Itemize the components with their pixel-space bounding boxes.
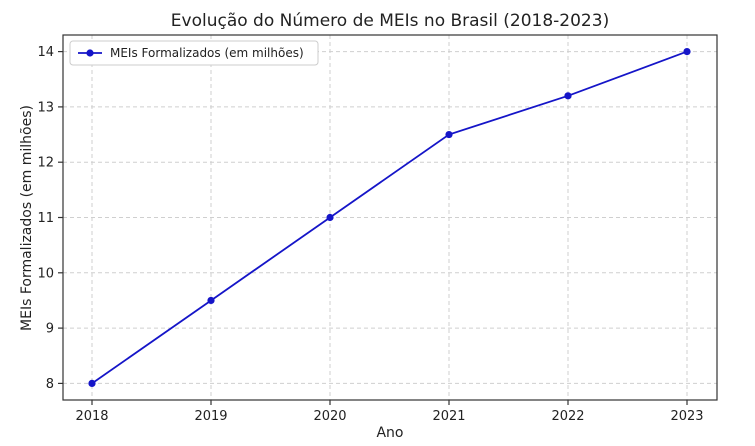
y-tick-label: 9 <box>46 322 54 337</box>
y-tick-label: 14 <box>37 45 54 60</box>
x-axis: 2018 2019 2020 2021 2022 2023 <box>75 400 704 424</box>
x-tick-label: 2018 <box>75 409 108 424</box>
legend-box <box>69 40 319 66</box>
x-tick-label: 2022 <box>551 409 584 424</box>
x-tick-label: 2019 <box>194 409 227 424</box>
y-tick-label: 8 <box>46 377 54 392</box>
y-tick-label: 10 <box>37 266 54 281</box>
x-tick-label: 2023 <box>670 409 703 424</box>
legend-entry: MEIs Formalizados (em milhões) <box>110 46 304 60</box>
data-point <box>564 92 572 100</box>
x-tick-label: 2020 <box>313 409 346 424</box>
y-axis-label: MEIs Formalizados (em milhões) <box>19 105 35 331</box>
x-axis-label: Ano <box>376 425 403 441</box>
y-axis: 8 9 10 11 12 13 14 <box>37 45 63 392</box>
data-point <box>326 213 334 222</box>
grid <box>63 35 717 400</box>
series-layer <box>88 47 691 388</box>
data-point <box>683 47 691 56</box>
legend-marker <box>86 49 94 57</box>
data-point <box>207 296 215 305</box>
chart-title: Evolução do Número de MEIs no Brasil (20… <box>171 11 609 31</box>
series-line <box>91 50 688 385</box>
legend: MEIs Formalizados (em milhões) <box>69 40 319 66</box>
x-tick-label: 2021 <box>432 409 465 424</box>
data-point <box>88 379 96 388</box>
y-tick-label: 13 <box>37 100 54 115</box>
y-tick-label: 12 <box>37 156 54 171</box>
data-point <box>445 130 453 139</box>
y-tick-label: 11 <box>37 211 54 226</box>
